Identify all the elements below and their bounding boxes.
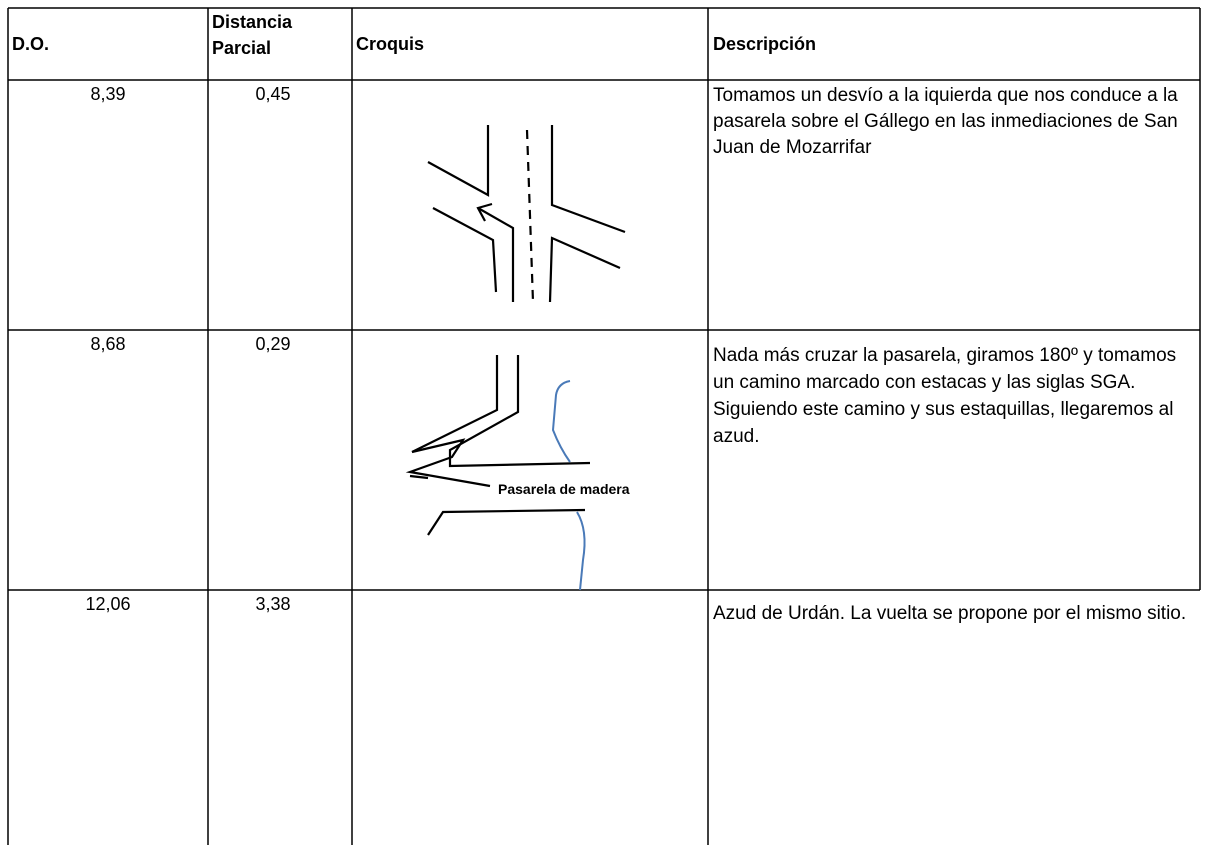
- description-cell: Nada más cruzar la pasarela, giramos 180…: [713, 345, 1177, 447]
- sketch-label: Pasarela de madera: [498, 481, 630, 497]
- header-cell: Descripción: [713, 34, 817, 54]
- grid-lines: [7, 7, 1201, 845]
- do-cell: 8,68: [90, 334, 126, 354]
- do-cell: 12,06: [85, 594, 131, 614]
- sketch-bridge: [405, 355, 591, 536]
- do-cell: 8,39: [90, 84, 126, 104]
- header-cell: Distancia Parcial: [212, 12, 293, 58]
- description-cell: Azud de Urdán. La vuelta se propone por …: [713, 603, 1187, 624]
- parcial-cell: 0,29: [255, 334, 291, 354]
- parcial-cell: 3,38: [255, 594, 291, 614]
- parcial-cell: 0,45: [255, 84, 291, 104]
- header-cell: Croquis: [356, 34, 425, 54]
- header-cell: D.O.: [12, 34, 50, 54]
- sketch-river: [551, 380, 586, 591]
- sketch-junction: [427, 125, 626, 303]
- description-cell: Tomamos un desvío a la iquierda que nos …: [713, 85, 1178, 158]
